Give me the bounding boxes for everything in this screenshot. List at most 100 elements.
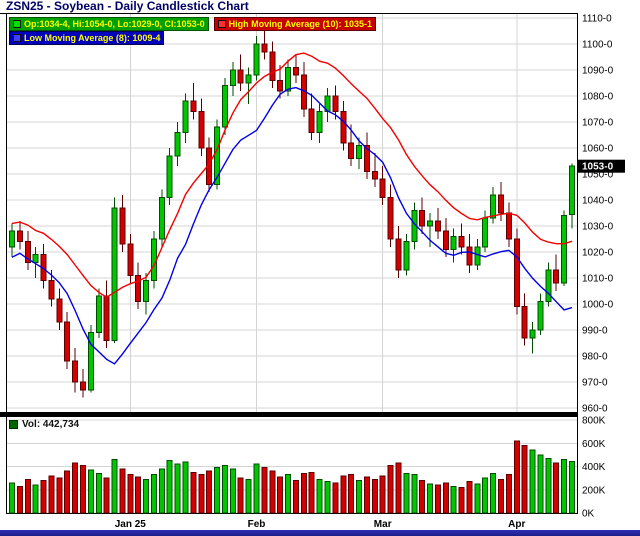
volume-bar bbox=[95, 472, 102, 514]
candle-body bbox=[64, 321, 71, 362]
candle-body bbox=[72, 360, 79, 383]
candle-body bbox=[419, 209, 426, 227]
volume-bar bbox=[253, 463, 260, 514]
candle-body bbox=[221, 85, 228, 128]
legend-row-bottom: Low Moving Average (8): 1009-4 bbox=[9, 31, 165, 45]
volume-bar bbox=[545, 457, 552, 514]
volume-bar bbox=[9, 482, 15, 514]
volume-bar bbox=[24, 478, 31, 514]
ohlc-legend: Op:1034-4, Hi:1054-0, Lo:1029-0, Cl:1053… bbox=[9, 17, 209, 31]
candle-body bbox=[458, 235, 465, 248]
candle-body bbox=[261, 43, 268, 53]
y-axis-label: 1020-0 bbox=[582, 248, 614, 259]
candle-body bbox=[490, 194, 497, 219]
volume-bar bbox=[237, 477, 244, 514]
volume-bar bbox=[561, 459, 568, 514]
volume-bar bbox=[474, 483, 481, 514]
candle-body bbox=[56, 298, 63, 323]
volume-bar bbox=[434, 484, 441, 514]
candle-body bbox=[482, 217, 489, 248]
volume-axis-label: 800K bbox=[582, 416, 606, 427]
candle-body bbox=[237, 69, 244, 84]
candle-body bbox=[395, 238, 402, 271]
y-axis-label: 980-0 bbox=[582, 352, 608, 363]
volume-bar bbox=[285, 474, 292, 514]
candle-body bbox=[569, 165, 575, 215]
volume-bar bbox=[490, 472, 497, 514]
candle-body bbox=[442, 230, 449, 250]
volume-bar bbox=[442, 482, 449, 514]
volume-bar bbox=[221, 464, 228, 514]
candle-body bbox=[9, 230, 15, 248]
candle-body bbox=[48, 280, 55, 300]
candle-body bbox=[521, 306, 528, 339]
y-axis-label: 1110-0 bbox=[582, 14, 612, 25]
y-axis-label: 1050-0 bbox=[582, 170, 614, 181]
y-axis-label: 970-0 bbox=[582, 378, 608, 389]
candle-body bbox=[285, 66, 292, 92]
volume-bar bbox=[466, 481, 473, 514]
volume-axis-label: 0K bbox=[582, 509, 595, 520]
high-ma-legend-label: High Moving Average (10): 1035-1 bbox=[228, 19, 372, 29]
y-axis-label: 960-0 bbox=[582, 404, 608, 415]
volume-bar bbox=[174, 463, 181, 514]
volume-bar bbox=[245, 478, 252, 514]
volume-legend: Vol: 442,734 bbox=[9, 419, 79, 430]
volume-bar bbox=[387, 464, 394, 514]
candle-body bbox=[135, 274, 142, 302]
volume-series-icon bbox=[9, 420, 18, 429]
volume-bar bbox=[332, 482, 339, 514]
volume-bar bbox=[79, 464, 86, 514]
candle-body bbox=[24, 241, 31, 263]
candle-body bbox=[450, 235, 457, 250]
volume-bar bbox=[324, 481, 331, 514]
candle-body bbox=[182, 100, 189, 133]
volume-bar bbox=[450, 485, 457, 514]
candle-body bbox=[166, 155, 173, 198]
volume-bar bbox=[277, 476, 284, 514]
volume-bar bbox=[340, 475, 347, 514]
low-ma-legend: Low Moving Average (8): 1009-4 bbox=[9, 31, 165, 45]
volume-legend-label: Vol: 442,734 bbox=[22, 419, 80, 430]
volume-bar bbox=[32, 484, 39, 514]
candle-body bbox=[119, 207, 126, 245]
volume-bar bbox=[356, 479, 363, 514]
y-axis-label: 1040-0 bbox=[582, 196, 614, 207]
volume-bar bbox=[458, 486, 465, 514]
volume-bar bbox=[103, 477, 110, 514]
volume-bar bbox=[521, 445, 528, 514]
volume-bar bbox=[64, 470, 71, 514]
volume-bar bbox=[569, 461, 575, 514]
candle-body bbox=[561, 215, 568, 284]
legend-row-top: Op:1034-4, Hi:1054-0, Lo:1029-0, Cl:1053… bbox=[9, 17, 376, 31]
candle-body bbox=[150, 238, 157, 282]
candle-body bbox=[498, 194, 505, 214]
x-axis-label: Mar bbox=[374, 519, 392, 530]
volume-bar bbox=[300, 472, 307, 514]
volume-bar bbox=[119, 468, 126, 514]
volume-bar bbox=[206, 470, 213, 514]
footer-bar bbox=[0, 530, 640, 536]
volume-bar bbox=[269, 470, 276, 514]
volume-bar bbox=[348, 474, 355, 514]
candle-body bbox=[340, 111, 347, 144]
candle-body bbox=[198, 111, 205, 149]
y-axis-label: 1030-0 bbox=[582, 222, 614, 233]
volume-bar bbox=[56, 477, 63, 514]
candle-body bbox=[229, 69, 236, 87]
candle-body bbox=[32, 254, 39, 263]
y-axis-label: 1100-0 bbox=[582, 40, 613, 51]
candle-body bbox=[79, 381, 86, 391]
y-axis-label: 1080-0 bbox=[582, 92, 614, 103]
volume-bar bbox=[127, 474, 134, 514]
high-ma-line bbox=[11, 52, 573, 299]
candle-body bbox=[214, 126, 221, 185]
volume-bar bbox=[308, 471, 315, 514]
volume-bar bbox=[395, 462, 402, 514]
candle-body bbox=[356, 144, 363, 159]
volume-bar bbox=[214, 467, 221, 514]
y-axis-label: 1060-0 bbox=[582, 144, 614, 155]
candle-body bbox=[174, 131, 181, 157]
